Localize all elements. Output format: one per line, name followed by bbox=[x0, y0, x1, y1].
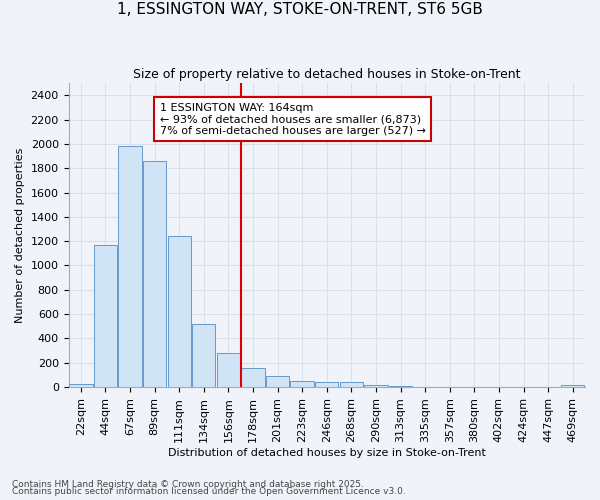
Text: Contains public sector information licensed under the Open Government Licence v3: Contains public sector information licen… bbox=[12, 487, 406, 496]
Bar bbox=[561, 386, 584, 387]
Bar bbox=[315, 382, 338, 387]
Bar bbox=[290, 382, 314, 387]
Bar bbox=[118, 146, 142, 387]
Y-axis label: Number of detached properties: Number of detached properties bbox=[15, 148, 25, 323]
Text: 1, ESSINGTON WAY, STOKE-ON-TRENT, ST6 5GB: 1, ESSINGTON WAY, STOKE-ON-TRENT, ST6 5G… bbox=[117, 2, 483, 18]
Bar bbox=[167, 236, 191, 387]
Bar bbox=[69, 384, 92, 387]
Bar bbox=[94, 245, 117, 387]
Text: 1 ESSINGTON WAY: 164sqm
← 93% of detached houses are smaller (6,873)
7% of semi-: 1 ESSINGTON WAY: 164sqm ← 93% of detache… bbox=[160, 102, 425, 136]
Title: Size of property relative to detached houses in Stoke-on-Trent: Size of property relative to detached ho… bbox=[133, 68, 521, 80]
Bar bbox=[389, 386, 412, 387]
Bar bbox=[266, 376, 289, 387]
Bar bbox=[192, 324, 215, 387]
Bar bbox=[364, 385, 388, 387]
X-axis label: Distribution of detached houses by size in Stoke-on-Trent: Distribution of detached houses by size … bbox=[168, 448, 486, 458]
Bar bbox=[241, 368, 265, 387]
Bar bbox=[143, 161, 166, 387]
Bar bbox=[340, 382, 363, 387]
Bar bbox=[217, 353, 240, 387]
Text: Contains HM Land Registry data © Crown copyright and database right 2025.: Contains HM Land Registry data © Crown c… bbox=[12, 480, 364, 489]
